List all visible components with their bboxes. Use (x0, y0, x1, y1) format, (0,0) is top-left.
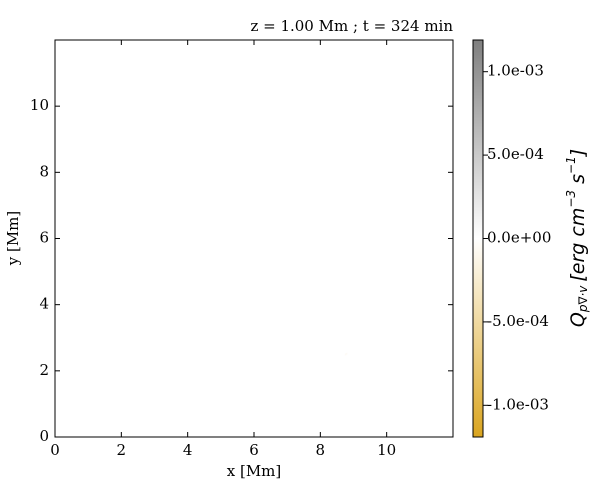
colorbar-unit: −1 (564, 156, 578, 174)
colorbar-tick-label: 5.0e-04 (487, 145, 544, 163)
x-tick-label: 10 (377, 441, 396, 459)
chart-title: z = 1.00 Mm ; t = 324 min (250, 17, 453, 35)
x-tick-label: 4 (183, 441, 193, 459)
colorbar-symbol: Q (567, 312, 589, 327)
heatmap-field (55, 40, 453, 437)
colorbar-unit: −3 (564, 190, 578, 208)
colorbar-sub: p∇·v (576, 285, 590, 313)
x-tick-label: 6 (249, 441, 259, 459)
x-tick-label: 8 (316, 441, 326, 459)
y-tick-label: 4 (39, 295, 49, 313)
y-tick-label: 2 (39, 361, 49, 379)
y-axis-label: y [Mm] (4, 211, 22, 267)
colorbar-tick-label: 1.0e-03 (487, 62, 544, 80)
colorbar-unit: s (567, 174, 589, 190)
x-tick-label: 2 (117, 441, 127, 459)
colorbar-tick-label: -5.0e-04 (487, 312, 549, 330)
colorbar-tick-label: -1.0e-03 (487, 395, 549, 413)
colorbar-label: Qp∇·v [erg cm−3 s−1] (564, 149, 590, 327)
colorbar-tick-label: 0.0e+00 (487, 229, 551, 247)
y-tick-label: 0 (39, 427, 49, 445)
x-axis-label: x [Mm] (227, 462, 282, 480)
colorbar (472, 39, 484, 438)
y-tick-label: 10 (30, 96, 49, 114)
colorbar-unit: [erg cm (567, 208, 589, 282)
y-tick-label: 6 (39, 229, 49, 247)
colorbar-unit: ] (567, 149, 589, 157)
y-tick-label: 8 (39, 162, 49, 180)
x-tick-label: 0 (50, 441, 60, 459)
